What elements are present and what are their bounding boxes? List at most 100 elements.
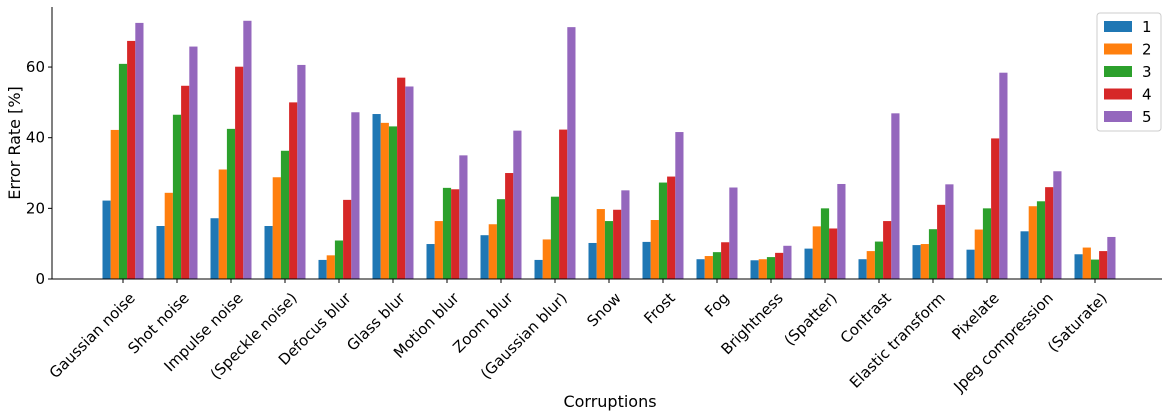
bar-series-5-cat-10: [675, 132, 684, 279]
bar-series-4-cat-16: [991, 138, 1000, 279]
bar-series-1-cat-17: [1020, 231, 1029, 279]
bar-series-4-cat-13: [829, 228, 838, 279]
bar-series-2-cat-5: [380, 122, 389, 279]
bar-series-5-cat-4: [351, 112, 360, 280]
bar-series-2-cat-1: [164, 192, 173, 279]
legend-swatch-4: [1104, 88, 1132, 100]
bar-series-3-cat-10: [658, 182, 668, 279]
bar-series-1-cat-18: [1074, 254, 1083, 279]
bar-series-1-cat-11: [696, 259, 705, 279]
bar-series-5-cat-17: [1053, 171, 1062, 279]
bar-series-1-cat-14: [858, 259, 867, 279]
bar-series-1-cat-4: [318, 259, 327, 279]
bar-series-4-cat-14: [883, 221, 892, 279]
bar-series-5-cat-8: [567, 27, 576, 279]
bar-series-4-cat-3: [289, 102, 298, 279]
x-tick-label-18: (Saturate): [1044, 289, 1111, 356]
bar-series-1-cat-2: [210, 218, 219, 279]
bar-series-4-cat-12: [775, 252, 784, 279]
bar-series-1-cat-8: [534, 259, 543, 279]
bar-series-3-cat-18: [1090, 259, 1100, 279]
bar-series-1-cat-6: [426, 244, 435, 279]
bar-series-3-cat-3: [280, 150, 290, 279]
bar-series-3-cat-1: [172, 114, 182, 280]
bar-series-2-cat-16: [974, 229, 983, 279]
bar-series-1-cat-5: [372, 114, 381, 279]
bar-series-3-cat-2: [226, 128, 236, 279]
x-tick-label-9: Snow: [583, 289, 624, 330]
y-ticks-group: 0 20 40 60: [26, 58, 52, 288]
bar-series-3-cat-7: [496, 199, 506, 279]
bar-series-2-cat-11: [704, 256, 713, 279]
bar-series-5-cat-2: [243, 20, 252, 280]
bar-series-4-cat-17: [1045, 187, 1054, 279]
bar-series-1-cat-7: [480, 235, 489, 279]
bar-series-1-cat-16: [966, 249, 975, 279]
bar-series-4-cat-15: [937, 204, 946, 279]
x-tick-label-10: Frost: [640, 289, 678, 327]
bar-series-4-cat-8: [559, 129, 568, 279]
bar-series-2-cat-6: [434, 221, 443, 279]
bar-series-3-cat-9: [604, 221, 614, 279]
bar-series-3-cat-15: [928, 229, 938, 279]
bar-series-3-cat-13: [820, 208, 830, 279]
bar-series-2-cat-15: [920, 244, 929, 279]
bar-series-5-cat-5: [405, 86, 414, 279]
bar-series-2-cat-17: [1028, 206, 1037, 279]
y-axis-label: Error Rate [%]: [5, 86, 24, 200]
legend-swatch-5: [1104, 111, 1132, 122]
legend: 1 2 3 4 5: [1096, 12, 1162, 132]
bar-series-1-cat-3: [264, 226, 273, 279]
bar-series-5-cat-0: [135, 22, 144, 280]
bar-series-4-cat-18: [1099, 251, 1108, 279]
bar-series-5-cat-13: [837, 183, 846, 279]
y-tick-label-0: 0: [35, 270, 45, 288]
bar-series-3-cat-16: [982, 208, 992, 279]
bar-series-1-cat-15: [912, 245, 921, 279]
bar-series-4-cat-2: [235, 66, 244, 279]
legend-label-1: 1: [1142, 18, 1152, 36]
bar-series-2-cat-14: [866, 251, 875, 279]
bar-series-4-cat-11: [721, 242, 730, 279]
bar-series-3-cat-5: [388, 126, 398, 280]
bar-series-2-cat-12: [758, 259, 767, 279]
bar-series-5-cat-18: [1107, 236, 1116, 279]
bar-series-5-cat-6: [459, 155, 468, 279]
y-tick-label-2: 40: [26, 129, 45, 147]
bar-series-5-cat-14: [891, 113, 900, 279]
bar-series-3-cat-12: [766, 257, 776, 279]
bar-series-2-cat-2: [218, 169, 227, 279]
bar-series-4-cat-0: [127, 40, 136, 279]
bar-series-5-cat-7: [513, 130, 522, 279]
bar-series-5-cat-3: [297, 64, 306, 280]
bar-series-4-cat-7: [505, 173, 514, 279]
x-tick-label-11: Fog: [701, 289, 733, 321]
bar-series-2-cat-3: [272, 177, 281, 279]
bar-series-5-cat-9: [621, 190, 630, 279]
bar-series-3-cat-8: [550, 196, 560, 279]
bar-series-5-cat-12: [783, 245, 792, 279]
bar-series-1-cat-0: [102, 200, 111, 279]
bar-series-2-cat-4: [326, 255, 335, 279]
bar-series-2-cat-9: [596, 209, 605, 279]
x-tick-label-17: Jpeg compression: [950, 289, 1057, 396]
x-tick-label-16: Pixelate: [948, 289, 1002, 343]
bar-series-2-cat-13: [812, 226, 821, 279]
bar-series-4-cat-9: [613, 209, 622, 279]
bar-series-5-cat-1: [189, 46, 198, 280]
y-tick-label-3: 60: [26, 58, 45, 76]
y-tick-label-1: 20: [26, 199, 45, 217]
legend-label-2: 2: [1142, 41, 1152, 59]
x-tick-label-13: (Spatter): [781, 289, 841, 349]
bar-series-4-cat-4: [343, 199, 352, 279]
bar-series-3-cat-14: [874, 241, 884, 279]
bar-series-4-cat-5: [397, 77, 406, 280]
bar-series-2-cat-8: [542, 239, 551, 279]
bar-series-3-cat-17: [1036, 201, 1046, 279]
bar-series-3-cat-0: [118, 63, 128, 280]
bar-series-1-cat-9: [588, 242, 597, 279]
bar-series-3-cat-11: [712, 252, 722, 279]
bar-series-1-cat-1: [156, 226, 165, 279]
